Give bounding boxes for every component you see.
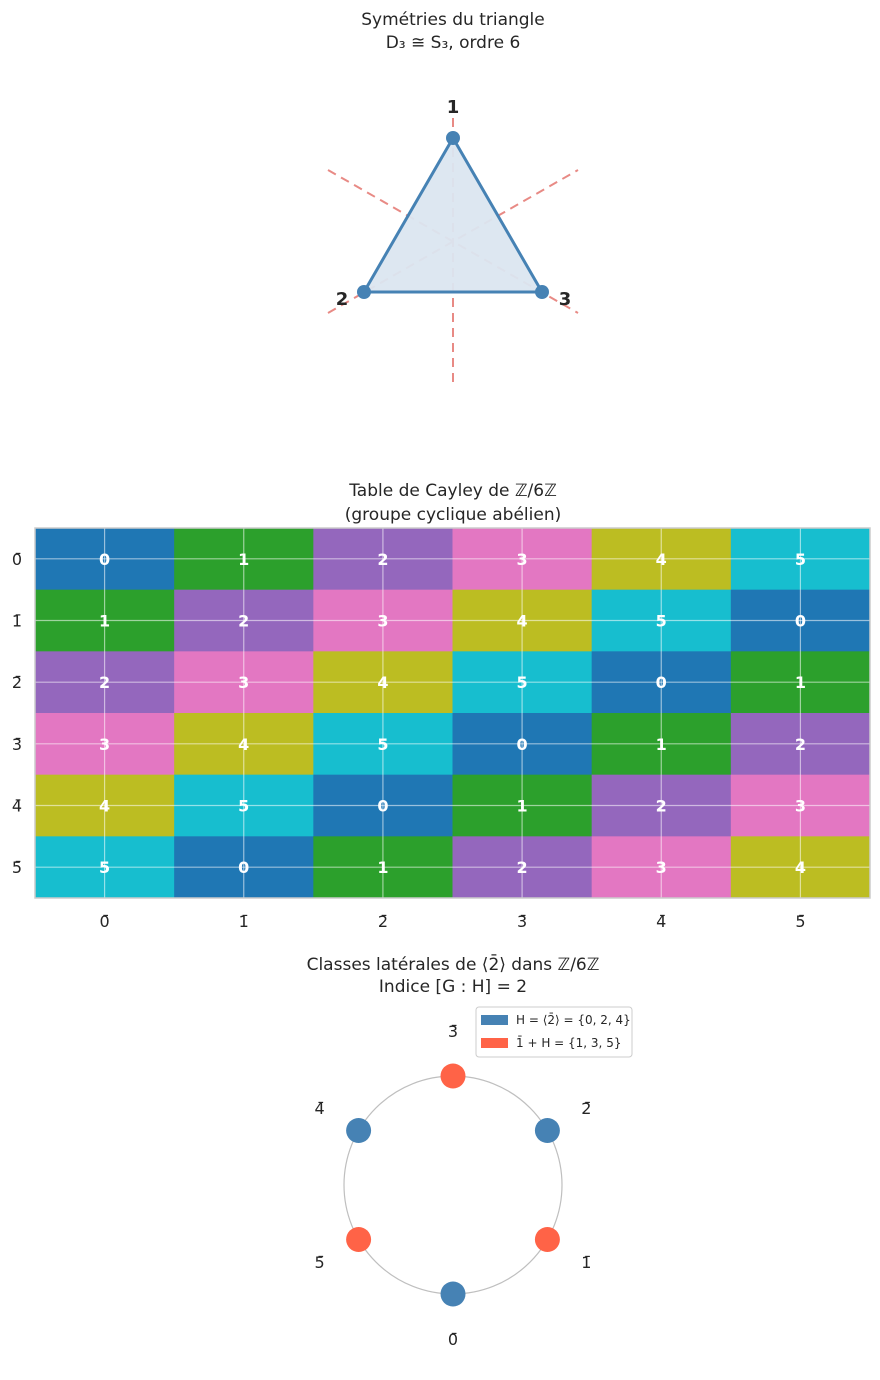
coset-point-label: 4̄ xyxy=(315,1099,325,1118)
vertex-3-label: 3 xyxy=(559,289,572,310)
cayley-cell-value: 2 xyxy=(517,858,528,877)
cayley-cell-value: 0 xyxy=(656,673,667,692)
triangle-shape xyxy=(362,136,544,294)
coset-point-label: 5̄ xyxy=(315,1253,325,1272)
cayley-cell-value: 2 xyxy=(99,673,110,692)
cayley-cell-value: 3 xyxy=(517,550,528,569)
cosets-title-line2: Indice [G : H] = 2 xyxy=(379,977,527,997)
cayley-cell-value: 5 xyxy=(517,673,528,692)
cayley-cell-value: 0 xyxy=(99,550,110,569)
cayley-cell-value: 3 xyxy=(377,612,388,631)
coset-point-label: 2̄ xyxy=(581,1099,591,1118)
cayley-cell-value: 0 xyxy=(795,612,806,631)
cayley-cell-value: 3 xyxy=(238,673,249,692)
coset-point xyxy=(534,1227,560,1252)
cayley-col-label: 0̄ xyxy=(99,912,109,931)
cayley-row-label: 4̄ xyxy=(12,797,22,816)
cayley-cell-value: 1 xyxy=(656,735,667,754)
coset-point-label: 0̄ xyxy=(448,1330,458,1349)
cayley-cell-value: 4 xyxy=(517,612,528,631)
vertex-2-marker xyxy=(357,285,371,299)
cayley-title-line1: Table de Cayley de ℤ/6ℤ xyxy=(348,481,557,501)
cayley-cell-value: 4 xyxy=(377,673,388,692)
cayley-cell-value: 1 xyxy=(99,612,110,631)
cayley-cell-value: 2 xyxy=(238,612,249,631)
legend-label-h: H = ⟨2̄⟩ = {0, 2, 4} xyxy=(516,1013,631,1027)
legend-swatch-h xyxy=(481,1015,508,1025)
coset-point xyxy=(440,1281,466,1307)
cosets-title-line1: Classes latérales de ⟨2̄⟩ dans ℤ/6ℤ xyxy=(307,953,600,975)
coset-point-label: 1̄ xyxy=(581,1253,591,1272)
cayley-cell-value: 3 xyxy=(656,858,667,877)
cayley-cell-value: 3 xyxy=(99,735,110,754)
cayley-cell-value: 4 xyxy=(99,797,110,816)
legend-swatch-coset xyxy=(481,1038,508,1048)
cayley-cell-value: 5 xyxy=(99,858,110,877)
cayley-row-label: 2̄ xyxy=(12,673,22,692)
cayley-cell-value: 5 xyxy=(795,550,806,569)
cayley-row-label: 5̄ xyxy=(12,858,22,877)
cayley-cell-value: 1 xyxy=(377,858,388,877)
cayley-col-label: 2̄ xyxy=(378,912,388,931)
cayley-frame xyxy=(34,527,871,899)
cayley-panel: Table de Cayley de ℤ/6ℤ (groupe cyclique… xyxy=(12,481,871,931)
cayley-col-label: 1̄ xyxy=(239,912,249,931)
cayley-cell-value: 2 xyxy=(656,797,667,816)
vertex-3-marker xyxy=(535,285,549,299)
vertex-1-label: 1 xyxy=(447,97,460,118)
cayley-cell-value: 1 xyxy=(517,797,528,816)
cayley-col-label: 5̄ xyxy=(795,912,805,931)
cayley-cell-value: 1 xyxy=(238,550,249,569)
cayley-cell-value: 0 xyxy=(377,797,388,816)
cayley-cell-value: 0 xyxy=(238,858,249,877)
cayley-cell-value: 0 xyxy=(517,735,528,754)
cayley-cell-value: 1 xyxy=(795,673,806,692)
cayley-row-label: 1̄ xyxy=(12,612,22,631)
legend: H = ⟨2̄⟩ = {0, 2, 4} 1̄ + H = {1, 3, 5} xyxy=(475,1006,633,1058)
coset-point xyxy=(346,1118,372,1143)
cayley-cell-value: 3 xyxy=(795,797,806,816)
coset-point xyxy=(346,1227,372,1252)
coset-point xyxy=(440,1063,466,1089)
triangle-title-line2: D₃ ≅ S₃, ordre 6 xyxy=(386,33,521,53)
cayley-row-label: 0̄ xyxy=(12,550,22,569)
cosets-panel: Classes latérales de ⟨2̄⟩ dans ℤ/6ℤ Indi… xyxy=(307,953,633,1349)
cayley-title-line2: (groupe cyclique abélien) xyxy=(345,505,561,525)
triangle-panel: Symétries du triangle D₃ ≅ S₃, ordre 6 1… xyxy=(327,10,579,385)
coset-point xyxy=(534,1118,560,1143)
cayley-cell-value: 4 xyxy=(656,550,667,569)
legend-label-coset: 1̄ + H = {1, 3, 5} xyxy=(516,1036,621,1050)
cayley-cell-value: 2 xyxy=(377,550,388,569)
vertex-1-marker xyxy=(446,131,460,145)
cayley-cell-value: 4 xyxy=(795,858,806,877)
cayley-cell-value: 2 xyxy=(795,735,806,754)
cosets-circle xyxy=(343,1075,563,1295)
cayley-cell-value: 5 xyxy=(656,612,667,631)
vertex-2-label: 2 xyxy=(336,289,349,310)
cayley-col-label: 4̄ xyxy=(656,912,666,931)
cayley-col-label: 3̄ xyxy=(517,912,527,931)
cayley-row-label: 3̄ xyxy=(12,735,22,754)
cayley-cell-value: 5 xyxy=(238,797,249,816)
coset-point-label: 3̄ xyxy=(448,1022,458,1041)
legend-box xyxy=(475,1006,633,1058)
triangle-title-line1: Symétries du triangle xyxy=(361,10,544,30)
cayley-cell-value: 5 xyxy=(377,735,388,754)
cayley-cell-value: 4 xyxy=(238,735,249,754)
